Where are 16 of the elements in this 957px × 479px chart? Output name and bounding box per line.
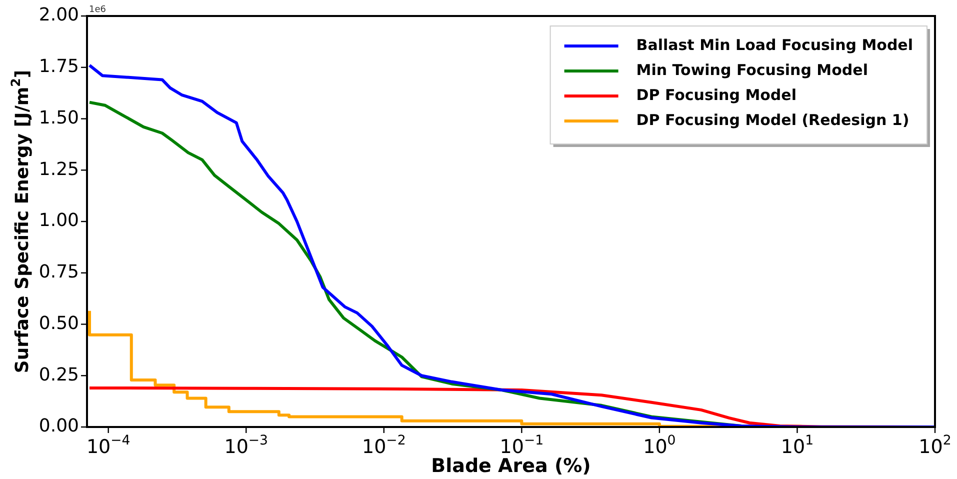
y-tick-label: 0.25 bbox=[38, 364, 79, 386]
x-axis-title: Blade Area (%) bbox=[431, 455, 591, 477]
y-tick-label: 1.75 bbox=[38, 56, 79, 78]
legend-label: Min Towing Focusing Model bbox=[636, 60, 868, 79]
legend-label: DP Focusing Model bbox=[636, 86, 796, 104]
y-tick-label: 0.00 bbox=[38, 416, 79, 437]
y-tick-label: 1.25 bbox=[38, 158, 79, 180]
y-axis-title: Surface Specific Energy [J/m2] bbox=[8, 70, 33, 374]
text: 1e6 bbox=[89, 4, 106, 15]
legend-label: Ballast Min Load Focusing Model bbox=[636, 36, 913, 54]
y-tick-label: 0.75 bbox=[38, 262, 79, 283]
y-tick-label: 0.50 bbox=[38, 312, 79, 334]
y-tick-label: 1.50 bbox=[38, 107, 79, 128]
y-tick-label: 2.00 bbox=[38, 4, 79, 26]
y-tick-label: 1.00 bbox=[38, 210, 79, 232]
legend-label: DP Focusing Model (Redesign 1) bbox=[636, 110, 910, 129]
